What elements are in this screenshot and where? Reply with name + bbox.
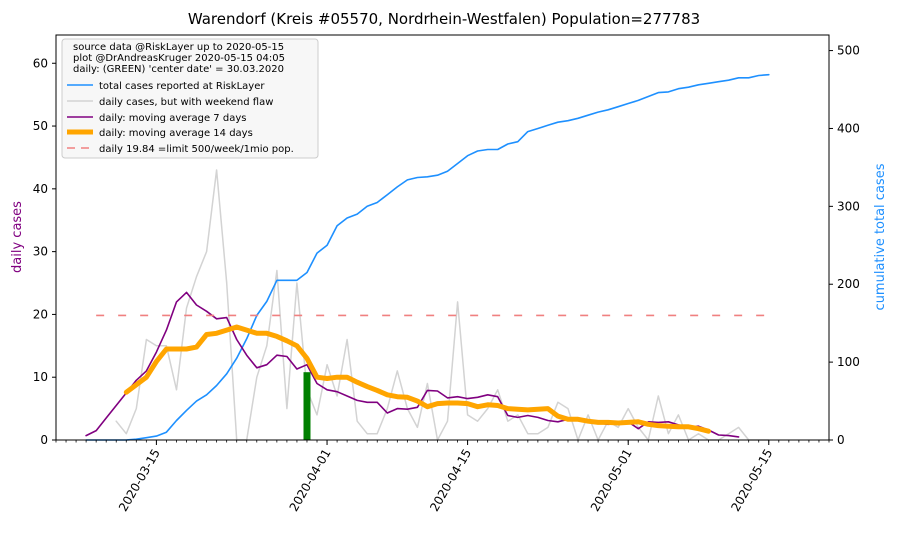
y-right-tick-label: 0 (837, 433, 845, 447)
legend: source data @RiskLayer up to 2020-05-15 … (61, 38, 319, 159)
series-ma14-line (123, 324, 711, 434)
legend-header-line: source data @RiskLayer up to 2020-05-15 (73, 42, 284, 53)
legend-label-total: total cases reported at RiskLayer (99, 81, 265, 92)
y-left-tick-label: 30 (33, 245, 48, 259)
y-right-tick-label: 100 (837, 355, 860, 369)
y-right-tick-label: 300 (837, 199, 860, 213)
legend-header-line: daily: (GREEN) 'center date' = 30.03.202… (73, 64, 284, 75)
y-right-tick-label: 200 (837, 277, 860, 291)
y-right-tick-label: 500 (837, 44, 860, 58)
legend-box (61, 38, 319, 159)
y-left-tick-label: 20 (33, 307, 48, 321)
y-left-tick-label: 50 (33, 119, 48, 133)
legend-label-ma14: daily: moving average 14 days (99, 128, 253, 139)
legend-label-limit: daily 19.84 =limit 500/week/1mio pop. (99, 144, 294, 155)
y-axis-right-label: cumulative total cases (873, 163, 888, 310)
y-axis-left: 0 10 20 30 40 50 60 (33, 56, 56, 447)
y-left-tick-label: 40 (33, 182, 48, 196)
plot-frame (55, 34, 830, 441)
chart-title: Warendorf (Kreis #05570, Nordrhein-Westf… (188, 10, 700, 28)
center-date-bar (303, 372, 311, 440)
y-axis-left-label: daily cases (10, 201, 25, 273)
y-left-tick-label: 60 (33, 56, 48, 70)
legend-label-daily: daily cases, but with weekend flaw (99, 97, 273, 108)
plot-area (85, 73, 770, 441)
y-left-tick-label: 0 (40, 433, 48, 447)
legend-label-ma7: daily: moving average 7 days (99, 113, 246, 124)
legend-header-line: plot @DrAndreasKruger 2020-05-15 04:05 (73, 53, 285, 64)
y-right-tick-label: 400 (837, 121, 860, 135)
y-left-tick-label: 10 (33, 370, 48, 384)
series-daily-line (115, 169, 770, 441)
series-total-line (85, 73, 770, 441)
y-axis-right: 0 100 200 300 400 500 (829, 44, 860, 447)
